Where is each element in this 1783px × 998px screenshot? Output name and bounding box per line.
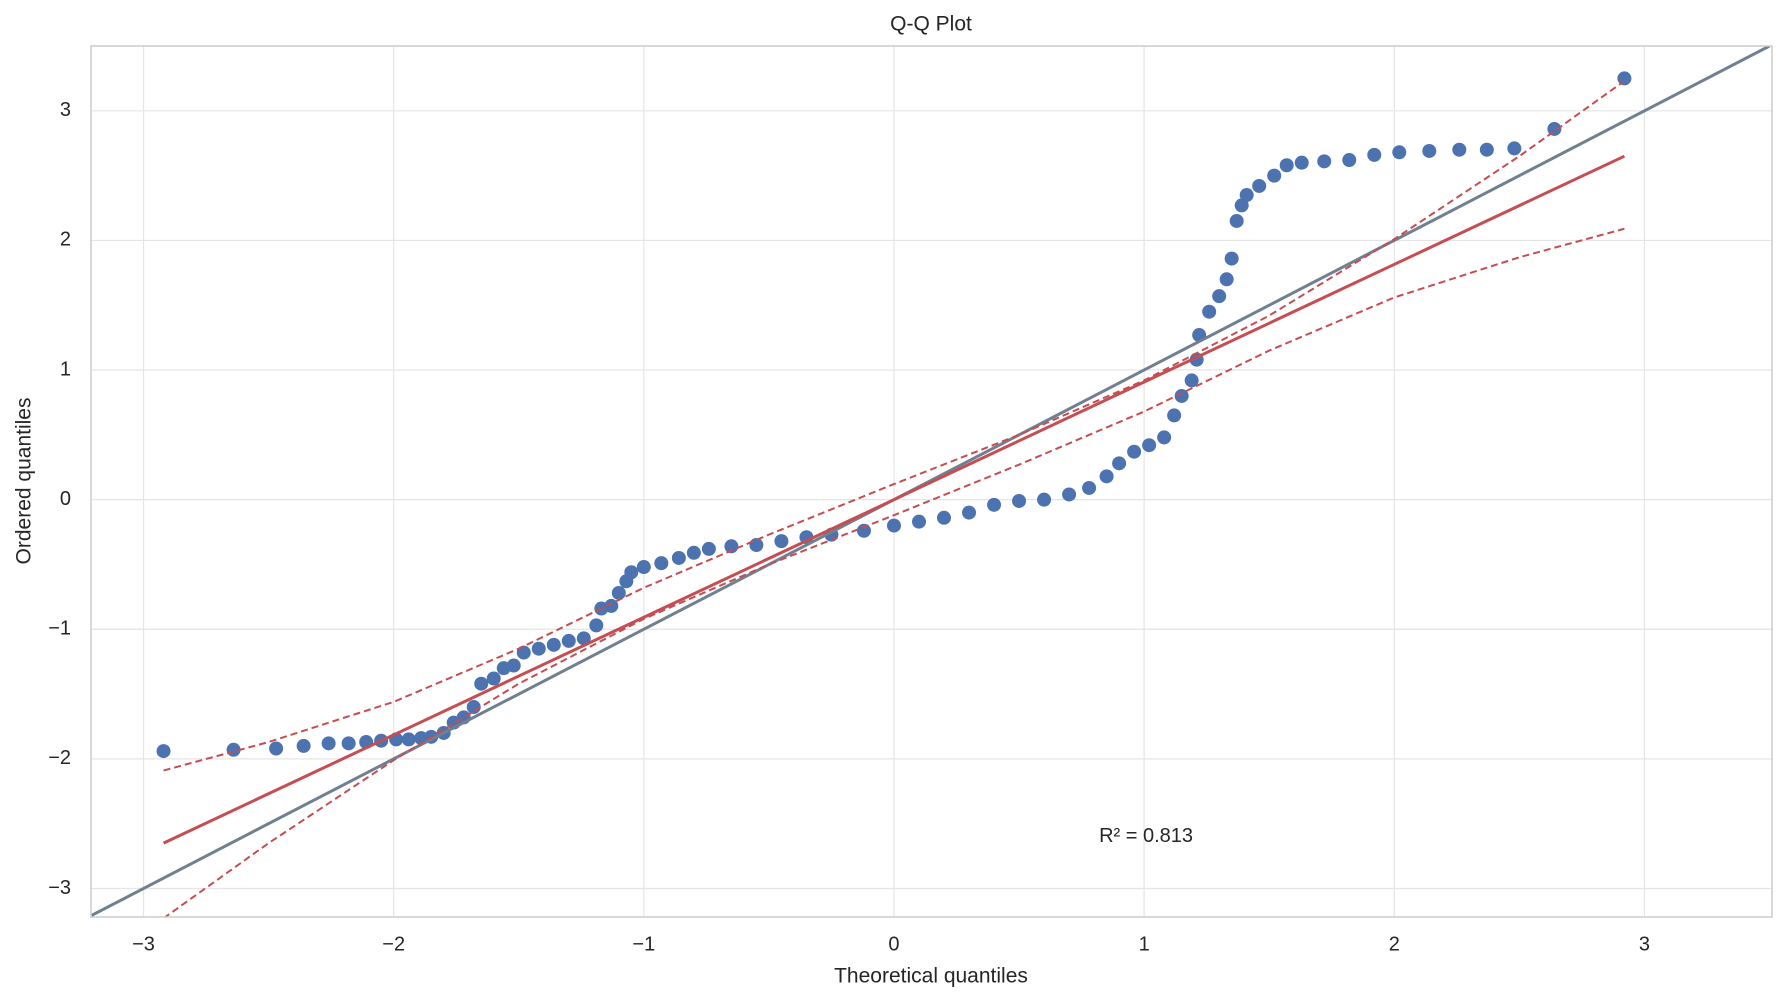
- y-axis-label: Ordered quantiles: [13, 398, 36, 565]
- point: [636, 560, 651, 575]
- point: [1317, 154, 1332, 169]
- point: [474, 676, 489, 691]
- axes-frame: [90, 45, 1773, 918]
- point: [624, 565, 639, 580]
- point: [1617, 71, 1632, 86]
- point: [561, 633, 576, 648]
- point: [1112, 456, 1127, 471]
- point: [156, 744, 171, 759]
- point: [671, 550, 686, 565]
- point: [1229, 213, 1244, 228]
- point: [1422, 143, 1437, 158]
- point: [987, 497, 1002, 512]
- point: [576, 631, 591, 646]
- point: [686, 545, 701, 560]
- point: [1294, 155, 1309, 170]
- point: [1202, 304, 1217, 319]
- point: [1184, 373, 1199, 388]
- point: [1239, 188, 1254, 203]
- confidence-band: [163, 80, 1625, 772]
- point: [1167, 408, 1182, 423]
- point: [1342, 153, 1357, 168]
- point: [654, 556, 669, 571]
- x-tick-label: −3: [132, 933, 155, 955]
- y-tick-label: −2: [48, 747, 71, 769]
- point: [1212, 289, 1227, 304]
- grid: [91, 46, 1772, 917]
- point: [962, 505, 977, 520]
- point: [1012, 493, 1027, 508]
- point: [1479, 142, 1494, 157]
- point: [1142, 438, 1157, 453]
- point: [701, 541, 716, 556]
- point: [611, 585, 626, 600]
- x-axis-label: Theoretical quantiles: [834, 965, 1028, 988]
- point: [296, 738, 311, 753]
- x-tick-label: 2: [1389, 933, 1400, 955]
- point: [911, 514, 926, 529]
- point: [1507, 141, 1522, 156]
- point: [1157, 430, 1172, 445]
- x-tick-label: 0: [888, 933, 899, 955]
- x-tick-label: 3: [1639, 933, 1650, 955]
- point: [546, 637, 561, 652]
- line: [91, 46, 1771, 917]
- point: [269, 741, 284, 756]
- point: [604, 598, 619, 613]
- point: [341, 736, 356, 751]
- point: [1062, 487, 1077, 502]
- point: [401, 732, 416, 747]
- x-tick-label: −2: [382, 933, 405, 955]
- point: [1099, 469, 1114, 484]
- point: [856, 523, 871, 538]
- point: [486, 671, 501, 686]
- point: [1452, 142, 1467, 157]
- point: [724, 539, 739, 554]
- point: [749, 538, 764, 553]
- y-tick-label: −1: [48, 618, 71, 640]
- point: [1392, 145, 1407, 160]
- y-tick-label: 3: [60, 99, 71, 121]
- x-tick-label: −1: [632, 933, 655, 955]
- point: [1367, 147, 1382, 162]
- plot-area: [91, 46, 1771, 917]
- y-tick-label: −3: [48, 877, 71, 899]
- point: [321, 736, 336, 751]
- confidence-band: [163, 227, 1625, 917]
- point: [589, 618, 604, 633]
- y-tick-label: 2: [60, 229, 71, 251]
- y-tick-label: 1: [60, 358, 71, 380]
- point: [1252, 178, 1267, 193]
- point: [506, 658, 521, 673]
- chart-title: Q-Q Plot: [890, 13, 972, 36]
- annotation: R² = 0.813: [1099, 825, 1193, 847]
- point: [531, 641, 546, 656]
- point: [466, 700, 481, 715]
- point: [1267, 168, 1282, 183]
- x-tick-label: 1: [1139, 933, 1150, 955]
- y-tick-label: 0: [60, 488, 71, 510]
- line: [162, 154, 1626, 845]
- point: [937, 510, 952, 525]
- point: [1127, 444, 1142, 459]
- point: [1037, 492, 1052, 507]
- point: [1219, 272, 1234, 287]
- point: [1224, 251, 1239, 266]
- point: [1234, 198, 1249, 213]
- point: [516, 645, 531, 660]
- point: [1082, 480, 1097, 495]
- point: [774, 534, 789, 549]
- point: [1279, 158, 1294, 173]
- point: [1174, 388, 1189, 403]
- point: [886, 518, 901, 533]
